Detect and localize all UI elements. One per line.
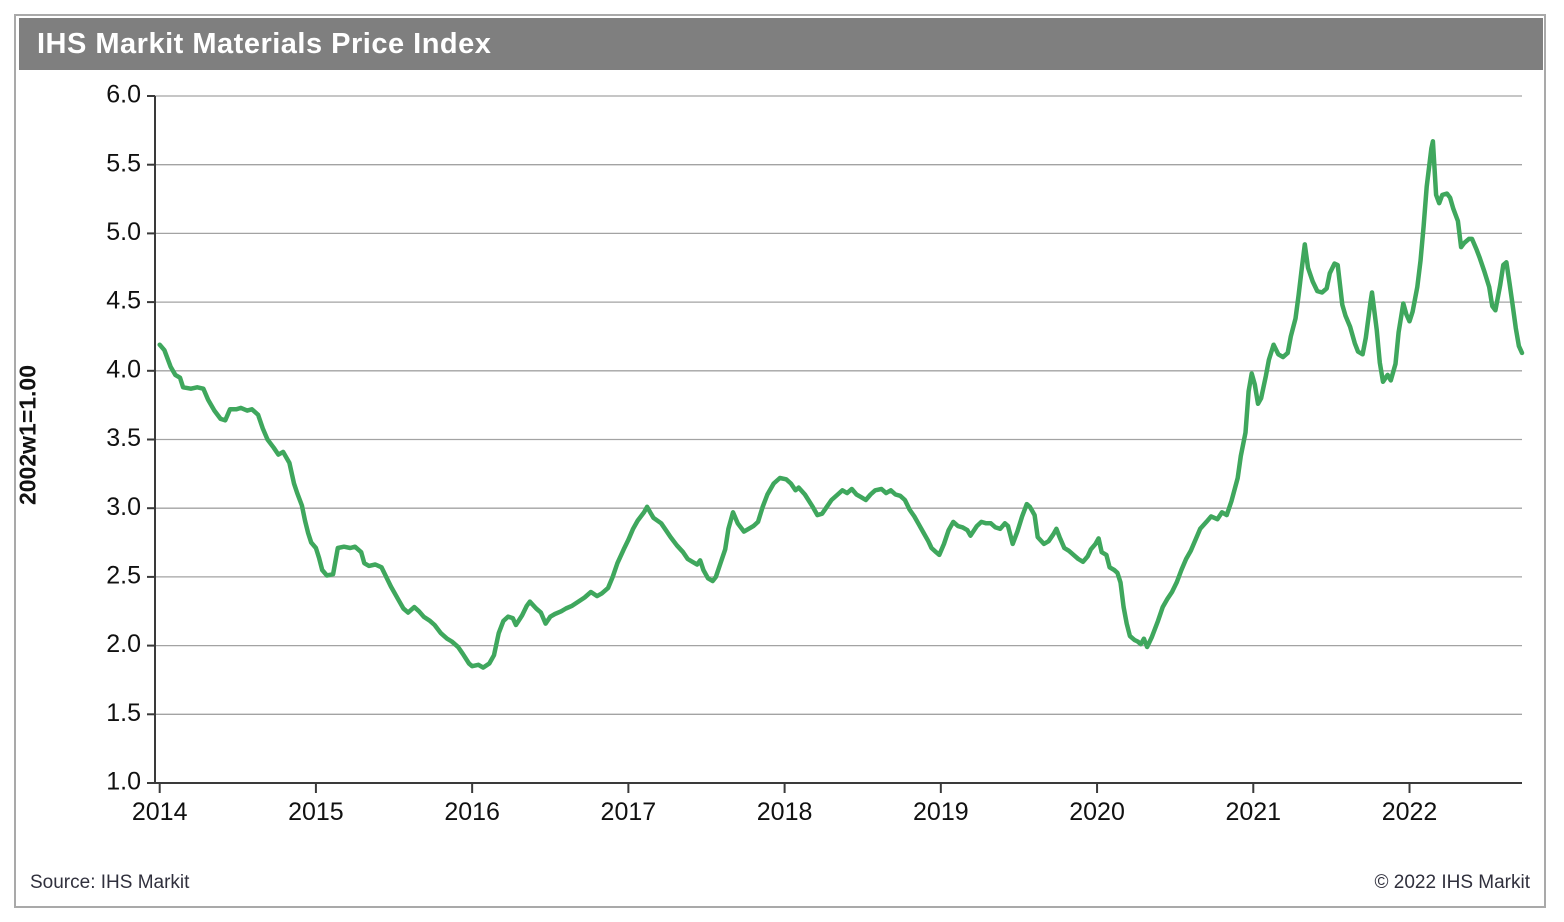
x-tick-label-2016: 2016 bbox=[444, 798, 500, 826]
y-tick-label-5: 5.0 bbox=[106, 218, 141, 246]
y-tick-label-3: 3.0 bbox=[106, 493, 141, 521]
copyright-note: © 2022 IHS Markit bbox=[1374, 872, 1531, 893]
chart-title: IHS Markit Materials Price Index bbox=[37, 27, 492, 60]
x-tick-label-2018: 2018 bbox=[757, 798, 813, 826]
x-tick-label-2015: 2015 bbox=[288, 798, 344, 826]
chart-frame bbox=[14, 14, 1546, 908]
x-tick-label-2019: 2019 bbox=[913, 798, 969, 826]
y-tick-label-3.5: 3.5 bbox=[106, 424, 141, 452]
series-line-0 bbox=[157, 139, 1525, 670]
y-tick-label-6: 6.0 bbox=[106, 81, 141, 109]
x-tick-label-2014: 2014 bbox=[132, 798, 188, 826]
x-tick-label-2020: 2020 bbox=[1069, 798, 1125, 826]
y-tick-label-5.5: 5.5 bbox=[106, 149, 141, 177]
y-axis-title: 2002w1=1.00 bbox=[14, 364, 41, 506]
y-tick-label-1: 1.0 bbox=[106, 768, 141, 796]
x-tick-label-2017: 2017 bbox=[601, 798, 657, 826]
x-tick-label-2022: 2022 bbox=[1382, 798, 1438, 826]
y-tick-label-2.5: 2.5 bbox=[106, 562, 141, 590]
y-tick-label-4.5: 4.5 bbox=[106, 287, 141, 315]
y-tick-label-2: 2.0 bbox=[106, 630, 141, 658]
y-tick-label-1.5: 1.5 bbox=[106, 699, 141, 727]
source-note: Source: IHS Markit bbox=[30, 872, 190, 893]
y-tick-label-4: 4.0 bbox=[106, 355, 141, 383]
x-tick-label-2021: 2021 bbox=[1225, 798, 1281, 826]
chart-title-bar: IHS Markit Materials Price Index bbox=[19, 18, 1543, 70]
